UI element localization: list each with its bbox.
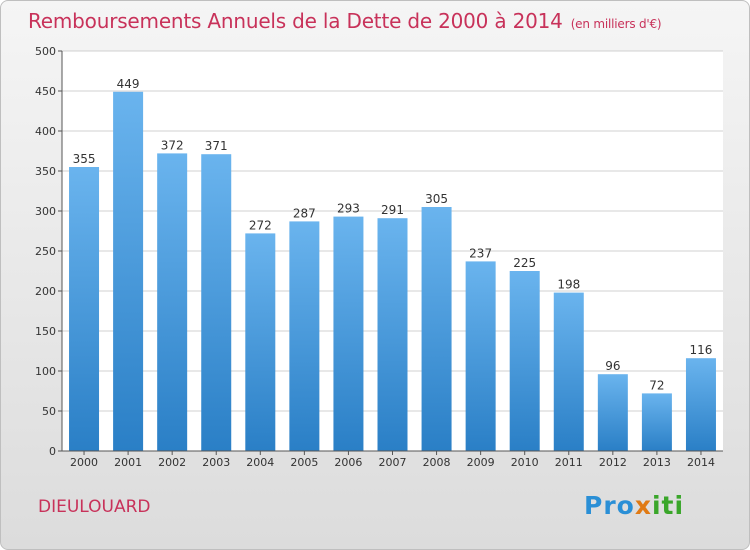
- bar-2008: [421, 207, 452, 451]
- data-label-2014: 116: [690, 343, 713, 357]
- x-tick-label-2004: 2004: [246, 456, 274, 469]
- data-label-2005: 287: [293, 206, 316, 220]
- data-label-2002: 372: [161, 138, 184, 152]
- data-label-2004: 272: [249, 218, 272, 232]
- y-tick-label: 100: [35, 365, 56, 378]
- x-tick-label-2006: 2006: [334, 456, 362, 469]
- chart-title: Remboursements Annuels de la Dette de 20…: [28, 9, 662, 33]
- bar-2000: [69, 167, 100, 451]
- logo-part-1: Pro: [584, 491, 635, 520]
- y-tick-label: 500: [35, 45, 56, 58]
- y-tick-label: 300: [35, 205, 56, 218]
- y-tick-label: 200: [35, 285, 56, 298]
- data-label-2010: 225: [513, 256, 536, 270]
- labels-layer: 355 449 372 371 272 287 293 291 305 237 225 198 96 72…: [73, 77, 713, 393]
- data-label-2006: 293: [337, 202, 360, 216]
- x-tick-label-2005: 2005: [290, 456, 318, 469]
- logo-part-2: x: [634, 491, 652, 520]
- data-label-2009: 237: [469, 246, 492, 260]
- data-label-2008: 305: [425, 192, 448, 206]
- bar-2012: [597, 374, 628, 451]
- bar-2010: [509, 271, 540, 451]
- logo-part-3: iti: [651, 491, 685, 520]
- x-tick-label-2008: 2008: [423, 456, 451, 469]
- x-tick-label-2001: 2001: [114, 456, 142, 469]
- bar-2002: [157, 153, 188, 451]
- y-tick-label: 50: [42, 405, 56, 418]
- bar-2001: [113, 91, 144, 452]
- x-tick-label-2007: 2007: [379, 456, 407, 469]
- y-tick-label: 400: [35, 125, 56, 138]
- data-label-2013: 72: [649, 378, 664, 392]
- title-text: Remboursements Annuels de la Dette de 20…: [28, 9, 563, 33]
- x-tick-label-2010: 2010: [511, 456, 539, 469]
- y-tick-label: 350: [35, 165, 56, 178]
- axis-layer: 0 50 100 150 200 250 300 350 400 450 500 2000 2001 20…: [35, 45, 723, 469]
- bar-2004: [245, 233, 276, 451]
- y-tick-label: 250: [35, 245, 56, 258]
- x-tick-label-2013: 2013: [643, 456, 671, 469]
- x-tick-label-2011: 2011: [555, 456, 583, 469]
- x-tick-label-2012: 2012: [599, 456, 627, 469]
- title-unit: (en milliers d'€): [570, 17, 662, 31]
- data-label-2003: 371: [205, 139, 228, 153]
- data-label-2001: 449: [117, 77, 140, 91]
- commune-name: DIEULOUARD: [38, 497, 151, 517]
- y-tick-label: 0: [49, 445, 56, 458]
- x-tick-label-2003: 2003: [202, 456, 230, 469]
- x-tick-label-2002: 2002: [158, 456, 186, 469]
- bar-2006: [333, 216, 364, 451]
- proxiti-logo: Proxiti: [584, 491, 684, 520]
- bar-2003: [201, 154, 232, 451]
- bar-2009: [465, 261, 496, 451]
- bar-2007: [377, 218, 408, 451]
- bar-2013: [641, 393, 672, 451]
- bars-layer: [69, 91, 716, 452]
- y-tick-label: 450: [35, 85, 56, 98]
- bar-2005: [289, 221, 320, 451]
- data-label-2007: 291: [381, 203, 404, 217]
- bar-2011: [553, 292, 584, 451]
- x-tick-label-2014: 2014: [687, 456, 715, 469]
- x-tick-label-2009: 2009: [467, 456, 495, 469]
- y-tick-label: 150: [35, 325, 56, 338]
- x-tick-label-2000: 2000: [70, 456, 98, 469]
- data-label-2011: 198: [557, 278, 580, 292]
- data-label-2012: 96: [605, 359, 620, 373]
- bar-2014: [685, 358, 716, 451]
- data-label-2000: 355: [73, 152, 96, 166]
